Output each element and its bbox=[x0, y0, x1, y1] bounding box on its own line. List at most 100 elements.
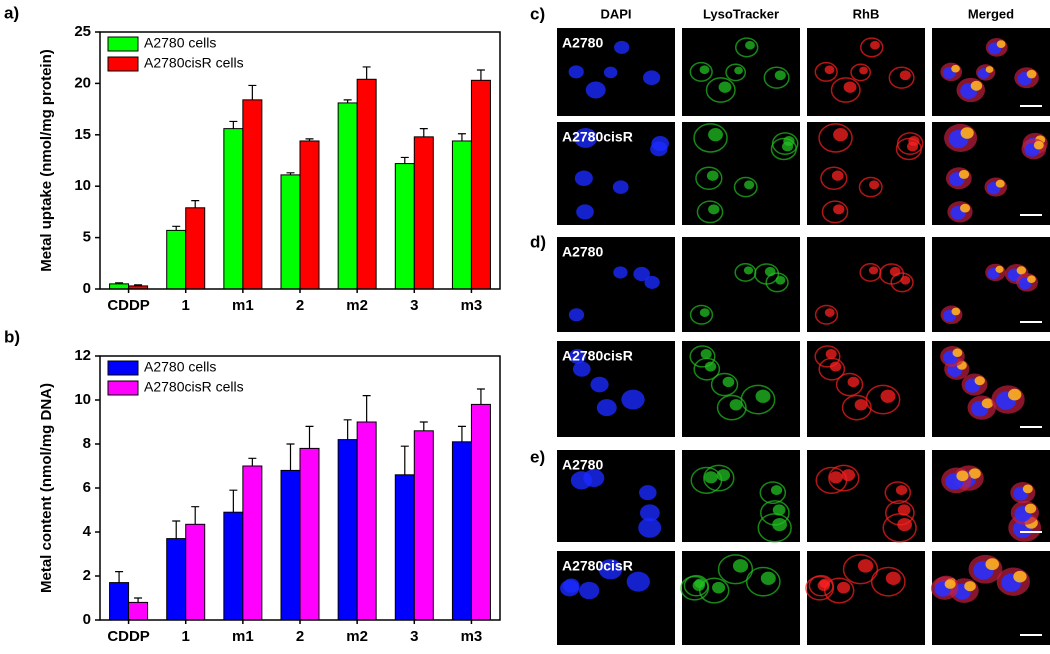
cell bbox=[759, 481, 787, 505]
x-tick-label: m3 bbox=[461, 628, 483, 645]
y-tick-label: 4 bbox=[83, 523, 92, 540]
bar bbox=[394, 163, 415, 290]
cell bbox=[906, 141, 919, 152]
cell bbox=[596, 399, 617, 417]
y-tick-label: 6 bbox=[83, 479, 91, 496]
cell bbox=[689, 345, 716, 368]
cell bbox=[722, 376, 735, 388]
bar bbox=[356, 78, 377, 290]
cell bbox=[706, 170, 719, 181]
cell bbox=[576, 204, 594, 220]
cell bbox=[643, 70, 661, 86]
bar bbox=[185, 523, 206, 621]
cell bbox=[900, 275, 911, 285]
y-tick-label: 8 bbox=[83, 435, 91, 452]
error-bar bbox=[476, 388, 485, 405]
bar bbox=[128, 601, 149, 621]
cell bbox=[854, 399, 868, 411]
cell bbox=[814, 304, 839, 325]
cell bbox=[885, 500, 915, 526]
cell bbox=[734, 66, 743, 75]
cell bbox=[996, 40, 1006, 48]
cell bbox=[868, 266, 879, 275]
bar bbox=[166, 538, 187, 621]
error-bar bbox=[115, 571, 124, 583]
cell bbox=[693, 123, 728, 153]
error-bar bbox=[229, 489, 238, 513]
bar bbox=[413, 136, 434, 290]
cell bbox=[830, 77, 861, 103]
bar bbox=[470, 79, 491, 290]
cell bbox=[814, 61, 838, 82]
cell bbox=[760, 500, 790, 526]
cell bbox=[899, 70, 911, 81]
cell bbox=[603, 66, 618, 79]
cell bbox=[974, 376, 985, 386]
cell bbox=[745, 40, 755, 50]
cell bbox=[579, 581, 600, 600]
bar bbox=[413, 430, 434, 621]
bar bbox=[337, 439, 358, 621]
x-tick-label: m1 bbox=[232, 628, 254, 645]
legend-label: A2780cisR cells bbox=[144, 379, 244, 395]
cell bbox=[690, 466, 723, 494]
cell bbox=[850, 63, 872, 82]
error-bar bbox=[172, 520, 181, 539]
cell bbox=[1026, 69, 1037, 79]
error-bar bbox=[115, 282, 124, 284]
cell bbox=[774, 70, 786, 81]
cell bbox=[860, 37, 884, 58]
cell bbox=[820, 166, 848, 190]
cell bbox=[770, 137, 797, 161]
legend-swatch bbox=[107, 36, 139, 52]
column-header: LysoTracker bbox=[703, 6, 779, 21]
cell bbox=[833, 128, 848, 142]
cell bbox=[833, 204, 845, 215]
error-bar bbox=[286, 443, 295, 471]
error-bar bbox=[457, 425, 466, 442]
cell bbox=[689, 61, 713, 82]
bar bbox=[299, 140, 320, 290]
error-bar bbox=[305, 425, 314, 449]
bar bbox=[451, 441, 472, 621]
cell bbox=[884, 481, 912, 505]
cell bbox=[828, 464, 860, 492]
x-tick-label: CDDP bbox=[107, 628, 150, 645]
cell bbox=[829, 471, 843, 484]
cell bbox=[865, 384, 901, 415]
error-bar bbox=[229, 120, 238, 129]
y-tick-label: 10 bbox=[74, 177, 91, 194]
cell bbox=[644, 275, 660, 289]
cell bbox=[708, 204, 720, 215]
cell bbox=[824, 308, 835, 317]
cell bbox=[612, 180, 629, 194]
error-bar bbox=[134, 284, 143, 286]
cell bbox=[805, 575, 835, 601]
x-tick-label: 1 bbox=[182, 628, 190, 645]
cell bbox=[621, 389, 645, 410]
plot-frame bbox=[99, 31, 501, 290]
group-label: d) bbox=[530, 232, 546, 251]
legend-swatch bbox=[107, 56, 139, 72]
micrograph bbox=[682, 341, 800, 437]
bar bbox=[280, 174, 301, 290]
bar bbox=[109, 582, 130, 621]
cell bbox=[692, 579, 705, 591]
x-tick-label: 1 bbox=[182, 297, 190, 314]
cell bbox=[781, 141, 794, 152]
cell bbox=[843, 81, 857, 93]
bar bbox=[280, 469, 301, 621]
error-bar bbox=[134, 597, 143, 603]
cell bbox=[960, 203, 971, 213]
cell bbox=[814, 345, 841, 368]
cell bbox=[638, 517, 662, 538]
cell bbox=[895, 137, 922, 161]
x-tick-label: m2 bbox=[346, 628, 368, 645]
row-label: A2780 bbox=[562, 457, 603, 473]
cell bbox=[740, 384, 776, 415]
bar bbox=[242, 99, 263, 290]
y-axis-label: Metal uptake (nmol/mg protein) bbox=[38, 49, 55, 272]
cell bbox=[985, 66, 994, 73]
cell bbox=[763, 66, 790, 89]
